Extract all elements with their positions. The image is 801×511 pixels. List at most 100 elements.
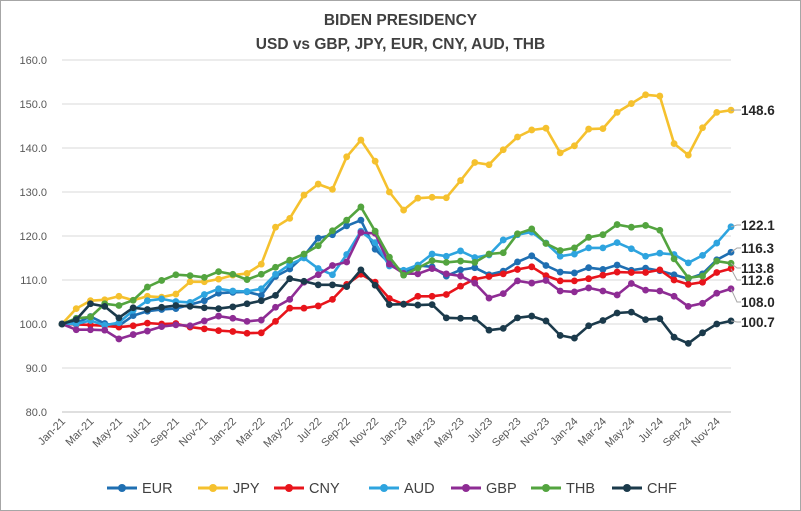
chart-subtitle: USD vs GBP, JPY, EUR, CNY, AUD, THB: [255, 36, 546, 53]
data-point-gbp: [514, 277, 521, 285]
data-point-aud: [428, 250, 436, 258]
end-label-jpy: 148.6: [741, 103, 775, 118]
data-point-thb: [414, 264, 422, 272]
data-point-cny: [571, 277, 578, 285]
data-point-gbp: [684, 303, 692, 310]
data-point-aud: [457, 247, 464, 255]
data-point-gbp: [172, 321, 180, 329]
x-tick-label: May-23: [432, 416, 466, 450]
x-tick-label: Jan-22: [207, 416, 239, 448]
data-point-cny: [314, 302, 322, 310]
data-point-cny: [257, 329, 265, 337]
data-point-gbp: [101, 326, 109, 334]
x-tick-label: May-24: [603, 416, 637, 450]
data-point-eur: [200, 297, 208, 305]
data-point-chf: [314, 281, 322, 289]
data-point-thb: [371, 227, 379, 235]
data-point-jpy: [670, 140, 678, 148]
data-point-thb: [485, 250, 493, 258]
data-point-thb: [713, 257, 721, 265]
data-point-gbp: [414, 270, 422, 278]
data-point-thb: [144, 283, 151, 291]
data-point-cny: [200, 325, 208, 333]
data-point-chf: [229, 303, 237, 311]
data-point-aud: [215, 285, 222, 293]
data-point-aud: [229, 287, 237, 295]
data-point-thb: [215, 268, 222, 276]
data-point-eur: [670, 271, 678, 279]
data-point-gbp: [713, 289, 721, 297]
data-point-gbp: [272, 303, 279, 311]
data-point-thb: [499, 249, 507, 257]
data-point-aud: [144, 297, 151, 305]
data-point-jpy: [72, 305, 80, 312]
end-label-chf: 100.7: [741, 315, 775, 330]
data-point-jpy: [371, 157, 379, 165]
data-point-aud: [200, 291, 208, 298]
data-point-cny: [727, 265, 735, 272]
data-point-chf: [72, 316, 80, 323]
data-point-chf: [571, 334, 578, 342]
legend-label-aud: AUD: [404, 481, 435, 497]
data-point-jpy: [471, 159, 479, 166]
data-point-aud: [699, 251, 706, 259]
data-point-eur: [528, 252, 536, 260]
data-point-cny: [144, 319, 151, 327]
data-point-aud: [471, 254, 479, 261]
data-point-thb: [670, 255, 678, 263]
data-point-jpy: [115, 292, 123, 300]
data-point-gbp: [357, 229, 365, 236]
data-point-jpy: [329, 185, 336, 193]
data-point-aud: [556, 252, 564, 260]
data-point-eur: [129, 312, 137, 320]
data-point-eur: [571, 269, 578, 277]
data-point-chf: [528, 312, 536, 320]
data-point-thb: [200, 273, 208, 281]
gridlines: [62, 59, 731, 413]
data-point-gbp: [229, 314, 237, 322]
legend: EUR JPY CNY AUD GBP THB CHF: [107, 481, 677, 497]
data-point-gbp: [158, 323, 166, 331]
data-point-eur: [585, 264, 593, 272]
data-point-eur: [471, 264, 479, 272]
data-point-gbp: [599, 287, 607, 295]
data-point-cny: [485, 273, 493, 280]
data-point-chf: [613, 309, 621, 317]
data-point-aud: [684, 259, 692, 267]
data-point-jpy: [585, 125, 593, 133]
data-point-jpy: [357, 136, 365, 144]
data-point-cny: [528, 263, 536, 271]
legend-marker-eur: [118, 484, 126, 492]
legend-marker-gbp: [462, 484, 470, 492]
data-point-cny: [129, 322, 137, 330]
data-point-cny: [499, 270, 507, 278]
data-point-eur: [556, 268, 564, 276]
data-point-thb: [343, 216, 351, 224]
data-point-chf: [656, 315, 664, 323]
data-point-aud: [442, 252, 450, 260]
data-point-chf: [485, 326, 493, 334]
data-point-gbp: [200, 317, 208, 325]
data-point-chf: [200, 304, 208, 312]
data-point-jpy: [442, 194, 450, 202]
leader-line: [730, 320, 741, 323]
data-point-cny: [599, 271, 607, 279]
data-point-chf: [684, 339, 692, 347]
end-label-aud: 122.1: [741, 218, 775, 233]
data-point-chf: [542, 317, 550, 325]
legend-marker-aud: [380, 484, 388, 492]
data-point-chf: [428, 301, 436, 309]
end-labels: 116.3 148.6 112.6 122.1 108.0 113.8 100.7: [730, 103, 775, 330]
y-tick-label: 110.0: [20, 275, 47, 287]
data-point-gbp: [186, 322, 194, 330]
data-point-cny: [670, 276, 678, 284]
x-tick-label: Nov-22: [348, 416, 382, 450]
data-point-cny: [514, 266, 521, 273]
data-point-chf: [129, 304, 137, 312]
data-point-gbp: [442, 270, 450, 278]
data-point-jpy: [571, 142, 578, 150]
legend-marker-cny: [285, 484, 293, 492]
data-point-chf: [556, 332, 564, 339]
data-point-jpy: [428, 193, 436, 201]
